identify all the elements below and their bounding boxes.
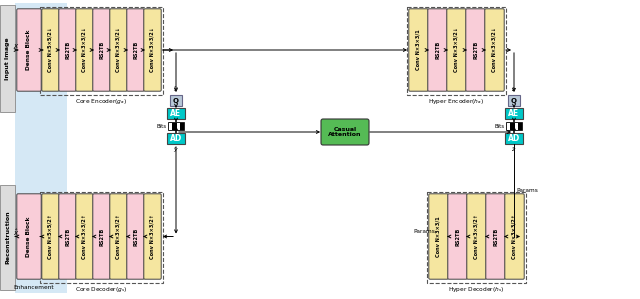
- Text: Conv N×3×3/1: Conv N×3×3/1: [416, 30, 421, 70]
- FancyBboxPatch shape: [42, 9, 59, 91]
- Text: Bits: Bits: [495, 123, 505, 129]
- Text: RS2TB: RS2TB: [435, 41, 440, 59]
- Bar: [177, 123, 179, 129]
- Bar: [167, 108, 185, 119]
- Text: Hyper Decoder($h_s$): Hyper Decoder($h_s$): [448, 285, 505, 294]
- FancyBboxPatch shape: [93, 194, 110, 279]
- FancyBboxPatch shape: [42, 194, 59, 279]
- Text: RS2TB: RS2TB: [133, 41, 138, 59]
- FancyBboxPatch shape: [93, 9, 110, 91]
- Text: RS2TB: RS2TB: [455, 227, 460, 245]
- Text: Hyper Encoder($h_a$): Hyper Encoder($h_a$): [429, 97, 484, 106]
- Text: $\hat{x}$: $\hat{x}$: [13, 227, 19, 238]
- FancyBboxPatch shape: [447, 9, 466, 91]
- Text: $x$: $x$: [13, 42, 19, 50]
- Bar: [0, 5, 15, 112]
- Text: RS2TB: RS2TB: [65, 41, 70, 59]
- FancyBboxPatch shape: [485, 9, 504, 91]
- FancyBboxPatch shape: [429, 194, 448, 279]
- Text: AE: AE: [508, 109, 520, 118]
- Bar: [168, 123, 172, 129]
- Bar: [407, 7, 506, 95]
- Bar: [40, 192, 163, 283]
- FancyBboxPatch shape: [144, 9, 161, 91]
- Text: Conv N×3×3/2↑: Conv N×3×3/2↑: [512, 214, 517, 259]
- FancyBboxPatch shape: [59, 194, 76, 279]
- FancyBboxPatch shape: [59, 9, 76, 91]
- FancyBboxPatch shape: [76, 194, 93, 279]
- Bar: [508, 95, 520, 106]
- Bar: [168, 122, 184, 130]
- Bar: [167, 133, 185, 144]
- Bar: [505, 133, 523, 144]
- Text: Conv N×3×3/2↓: Conv N×3×3/2↓: [454, 28, 459, 72]
- Text: Conv N×3×3/1: Conv N×3×3/1: [436, 216, 441, 257]
- FancyBboxPatch shape: [505, 194, 524, 279]
- Text: Params: Params: [516, 188, 538, 193]
- Bar: [506, 122, 522, 130]
- Text: $\hat{z}$: $\hat{z}$: [511, 145, 516, 154]
- Bar: [40, 7, 163, 95]
- FancyBboxPatch shape: [144, 194, 161, 279]
- Text: RS2TB: RS2TB: [133, 227, 138, 245]
- FancyBboxPatch shape: [428, 9, 447, 91]
- Bar: [505, 108, 523, 119]
- Text: Conv N×3×3/2↓: Conv N×3×3/2↓: [150, 28, 155, 72]
- Text: Conv N×3×3/2↑: Conv N×3×3/2↑: [150, 214, 155, 259]
- FancyBboxPatch shape: [409, 9, 428, 91]
- FancyBboxPatch shape: [17, 194, 41, 279]
- Text: RS2TB: RS2TB: [99, 41, 104, 59]
- Text: Conv N×3×3/2↓: Conv N×3×3/2↓: [492, 28, 497, 72]
- Text: AE: AE: [170, 109, 182, 118]
- Text: Params: Params: [413, 229, 435, 234]
- FancyBboxPatch shape: [448, 194, 467, 279]
- FancyBboxPatch shape: [321, 119, 369, 145]
- Text: Conv N×5×5/2↑: Conv N×5×5/2↑: [48, 214, 53, 259]
- Text: Core Encoder($g_a$): Core Encoder($g_a$): [76, 97, 127, 106]
- FancyBboxPatch shape: [467, 194, 486, 279]
- Bar: [0, 185, 15, 290]
- Text: Input Image: Input Image: [5, 37, 10, 80]
- Text: Q: Q: [173, 97, 179, 103]
- Text: RS2TB: RS2TB: [493, 227, 498, 245]
- FancyBboxPatch shape: [17, 9, 41, 91]
- FancyBboxPatch shape: [486, 194, 505, 279]
- Text: Bits: Bits: [157, 123, 167, 129]
- Text: RS2TB: RS2TB: [473, 41, 478, 59]
- Text: $\hat{z}$: $\hat{z}$: [511, 85, 516, 94]
- Text: Conv N×3×3/2↓: Conv N×3×3/2↓: [116, 28, 121, 72]
- Text: Conv N×3×3/2↓: Conv N×3×3/2↓: [82, 28, 87, 72]
- Text: $\hat{y}$: $\hat{y}$: [173, 84, 179, 94]
- Text: Dense Block: Dense Block: [26, 216, 31, 257]
- FancyBboxPatch shape: [76, 9, 93, 91]
- Text: Conv N×5×5/2↓: Conv N×5×5/2↓: [48, 28, 53, 72]
- Text: AD: AD: [170, 134, 182, 143]
- Text: Q: Q: [511, 97, 517, 103]
- Text: $\hat{y}$: $\hat{y}$: [173, 145, 179, 155]
- Text: RS2TB: RS2TB: [65, 227, 70, 245]
- Bar: [427, 192, 526, 283]
- FancyBboxPatch shape: [110, 194, 127, 279]
- FancyBboxPatch shape: [127, 194, 144, 279]
- FancyBboxPatch shape: [127, 9, 144, 91]
- Text: Reconstruction: Reconstruction: [5, 211, 10, 264]
- Text: Conv N×3×3/2↑: Conv N×3×3/2↑: [474, 214, 479, 259]
- Text: Conv N×3×3/2↑: Conv N×3×3/2↑: [82, 214, 87, 259]
- Text: AD: AD: [508, 134, 520, 143]
- Text: RS2TB: RS2TB: [99, 227, 104, 245]
- Text: Dense Block: Dense Block: [26, 30, 31, 70]
- Text: Conv N×3×3/2↑: Conv N×3×3/2↑: [116, 214, 121, 259]
- Bar: [170, 95, 182, 106]
- FancyBboxPatch shape: [110, 9, 127, 91]
- FancyBboxPatch shape: [466, 9, 485, 91]
- Text: Enhancement: Enhancement: [13, 285, 54, 290]
- Bar: [506, 123, 509, 129]
- Bar: [515, 123, 518, 129]
- Text: Core Decoder($g_s$): Core Decoder($g_s$): [76, 285, 128, 294]
- Text: Casual
Attention: Casual Attention: [328, 126, 362, 138]
- Bar: [15, 3, 67, 293]
